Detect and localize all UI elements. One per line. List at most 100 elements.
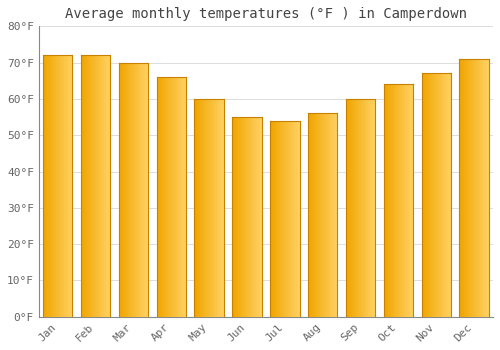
Bar	[66, 55, 68, 317]
Bar	[477, 59, 478, 317]
Bar	[365, 99, 366, 317]
Bar	[348, 99, 349, 317]
Bar	[161, 77, 162, 317]
Bar	[235, 117, 236, 317]
Bar	[91, 55, 92, 317]
Bar	[124, 63, 126, 317]
Bar	[44, 55, 46, 317]
Bar	[428, 74, 429, 317]
Bar	[65, 55, 66, 317]
Bar	[240, 117, 241, 317]
Bar	[210, 99, 212, 317]
Bar	[432, 74, 434, 317]
Bar	[350, 99, 352, 317]
Bar	[354, 99, 356, 317]
Bar	[435, 74, 436, 317]
Bar	[308, 113, 310, 317]
Bar	[68, 55, 70, 317]
Bar	[64, 55, 65, 317]
Bar	[328, 113, 330, 317]
Bar	[221, 99, 222, 317]
Bar	[253, 117, 254, 317]
Bar	[358, 99, 359, 317]
Bar	[333, 113, 334, 317]
Bar	[272, 121, 273, 317]
Bar	[129, 63, 130, 317]
Bar	[43, 55, 44, 317]
Bar	[172, 77, 173, 317]
Bar	[176, 77, 177, 317]
Bar	[250, 117, 252, 317]
Bar	[246, 117, 247, 317]
Bar	[177, 77, 178, 317]
Bar	[135, 63, 136, 317]
Bar	[146, 63, 148, 317]
Bar	[424, 74, 426, 317]
Bar	[368, 99, 370, 317]
Bar	[216, 99, 218, 317]
Bar	[278, 121, 279, 317]
Bar	[316, 113, 317, 317]
Bar	[90, 55, 91, 317]
Bar	[274, 121, 276, 317]
Bar	[446, 74, 448, 317]
Bar	[56, 55, 58, 317]
Bar	[280, 121, 282, 317]
Bar	[436, 74, 438, 317]
Bar	[120, 63, 122, 317]
Bar	[291, 121, 292, 317]
Bar	[336, 113, 338, 317]
Bar	[385, 84, 386, 317]
Bar	[55, 55, 56, 317]
Bar	[204, 99, 206, 317]
Bar	[327, 113, 328, 317]
Bar	[194, 99, 196, 317]
Bar	[483, 59, 484, 317]
Bar	[442, 74, 444, 317]
Bar	[62, 55, 64, 317]
Bar	[97, 55, 98, 317]
Bar	[282, 121, 284, 317]
Bar	[58, 55, 59, 317]
Bar	[311, 113, 312, 317]
Bar	[290, 121, 291, 317]
Bar	[109, 55, 110, 317]
Bar	[108, 55, 109, 317]
Bar	[81, 55, 82, 317]
Bar	[132, 63, 134, 317]
Bar	[183, 77, 184, 317]
Bar	[96, 55, 97, 317]
Bar	[321, 113, 322, 317]
Bar	[166, 77, 167, 317]
Bar	[104, 55, 106, 317]
Bar	[285, 121, 286, 317]
Bar	[312, 113, 314, 317]
Bar	[430, 74, 432, 317]
Bar	[276, 121, 278, 317]
Bar	[466, 59, 468, 317]
Bar	[258, 117, 259, 317]
Bar	[439, 74, 440, 317]
Bar	[94, 55, 96, 317]
Bar	[173, 77, 174, 317]
Bar	[88, 55, 90, 317]
Bar	[46, 55, 48, 317]
Bar	[222, 99, 224, 317]
Bar	[174, 77, 176, 317]
Bar	[346, 99, 348, 317]
Bar	[215, 99, 216, 317]
Bar	[200, 99, 202, 317]
Bar	[164, 77, 166, 317]
Bar	[470, 59, 471, 317]
Bar	[356, 99, 358, 317]
Bar	[244, 117, 246, 317]
Bar	[434, 74, 435, 317]
Bar	[352, 99, 353, 317]
Bar	[86, 55, 87, 317]
Bar	[332, 113, 333, 317]
Bar	[196, 99, 198, 317]
Bar	[220, 99, 221, 317]
Bar	[170, 77, 172, 317]
Bar	[126, 63, 128, 317]
Bar	[48, 55, 49, 317]
